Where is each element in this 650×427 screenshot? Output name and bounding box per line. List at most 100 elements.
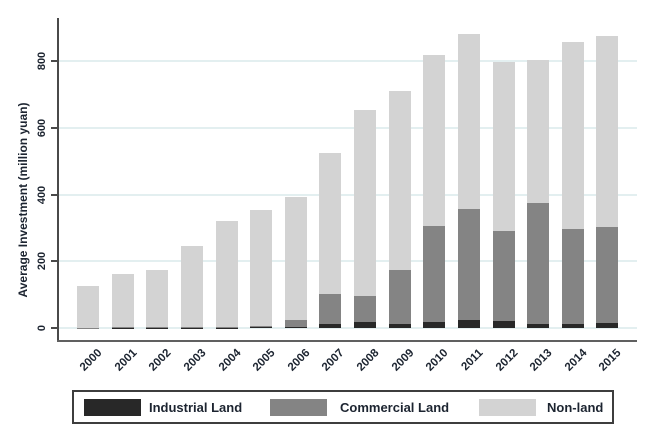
legend-swatch-industrial-land [84,399,141,416]
bar-segment-non-land [250,209,272,327]
bar-segment-non-land [319,153,341,295]
x-tick-label: 2013 [527,347,555,374]
y-tick [51,126,58,129]
bar-segment-industrial-land [562,324,584,328]
bar-2000 [77,286,99,328]
bar-segment-commercial-land [112,326,134,328]
bar-segment-industrial-land [389,324,411,328]
x-tick-label: 2002 [146,347,174,374]
bar-segment-non-land [527,59,549,203]
bar-segment-commercial-land [181,327,203,328]
bar-segment-non-land [596,36,618,227]
x-tick-label: 2001 [112,347,140,374]
bar-segment-commercial-land [596,226,618,323]
bar-segment-industrial-land [423,322,445,328]
legend-swatch-non-land [479,399,536,416]
bar-segment-commercial-land [423,225,445,323]
bar-2013 [527,59,549,328]
bar-2010 [423,55,445,328]
y-axis-title: Average Investment (million yuan) [16,102,30,298]
bar-2008 [354,110,376,328]
bar-segment-commercial-land [146,326,168,328]
gridline [59,260,637,263]
bar-segment-non-land [458,33,480,209]
bar-segment-non-land [112,274,134,327]
bar-segment-industrial-land [493,321,515,328]
bar-segment-non-land [562,42,584,229]
bar-2009 [389,91,411,328]
bar-segment-non-land [354,110,376,296]
gridline [59,327,637,329]
y-axis-line [57,18,59,342]
y-tick-label: 200 [36,252,48,271]
y-tick [51,327,58,329]
bar-segment-commercial-land [285,320,307,327]
bar-segment-commercial-land [319,294,341,325]
bar-segment-non-land [181,246,203,328]
bar-2002 [146,269,168,328]
bar-2012 [493,62,515,328]
gridline [59,126,637,129]
bar-segment-non-land [423,55,445,226]
gridline [59,60,637,62]
y-tick-label: 0 [36,324,48,332]
bar-segment-commercial-land [250,326,272,328]
bar-2007 [319,153,341,328]
x-tick-label: 2008 [354,347,382,374]
x-tick-label: 2005 [250,347,278,374]
bar-segment-industrial-land [285,326,307,328]
bar-segment-industrial-land [527,324,549,328]
y-tick-label: 600 [36,118,48,137]
bar-segment-commercial-land [354,295,376,323]
bar-segment-industrial-land [319,324,341,328]
bar-2004 [216,221,238,328]
legend: Industrial Land Commercial Land Non-land [72,390,614,424]
y-tick-label: 400 [36,185,48,204]
bar-2006 [285,196,307,328]
bar-segment-industrial-land [458,320,480,328]
legend-label-non-land: Non-land [547,399,604,415]
x-tick-label: 2000 [77,347,105,374]
bar-segment-non-land [389,91,411,270]
y-tick [51,260,58,263]
x-tick-label: 2014 [562,347,590,374]
bar-segment-non-land [77,286,99,328]
bar-segment-commercial-land [493,230,515,322]
legend-label-commercial-land: Commercial Land [340,399,450,415]
gridline [59,193,637,196]
x-tick-label: 2015 [596,347,624,374]
legend-label-industrial-land: Industrial Land [149,399,243,415]
x-tick-label: 2004 [216,347,244,374]
bar-segment-non-land [216,221,238,327]
bar-segment-non-land [285,196,307,321]
bar-segment-commercial-land [562,228,584,325]
x-tick-label: 2006 [285,347,313,374]
bar-2011 [458,33,480,328]
x-tick-label: 2003 [181,347,209,374]
bar-segment-commercial-land [216,326,238,328]
bar-segment-industrial-land [596,323,618,328]
y-tick [51,193,58,196]
x-tick-label: 2010 [423,347,451,374]
x-tick-label: 2009 [389,347,417,374]
bar-2005 [250,209,272,328]
x-tick-label: 2011 [459,347,486,374]
y-tick [51,60,58,62]
bar-2015 [596,36,618,328]
bar-segment-industrial-land [250,327,272,328]
bar-segment-commercial-land [527,202,549,325]
bar-segment-non-land [493,62,515,231]
bar-segment-industrial-land [354,322,376,328]
bar-2014 [562,42,584,328]
x-tick-label: 2012 [493,347,521,374]
bar-segment-commercial-land [458,208,480,320]
bar-2001 [112,274,134,328]
bar-segment-non-land [146,269,168,327]
x-tick-label: 2007 [319,347,347,374]
legend-swatch-commercial-land [270,399,327,416]
y-tick-label: 800 [36,51,48,71]
x-axis-line [57,340,637,342]
bar-segment-commercial-land [389,269,411,325]
bar-2003 [181,246,203,328]
